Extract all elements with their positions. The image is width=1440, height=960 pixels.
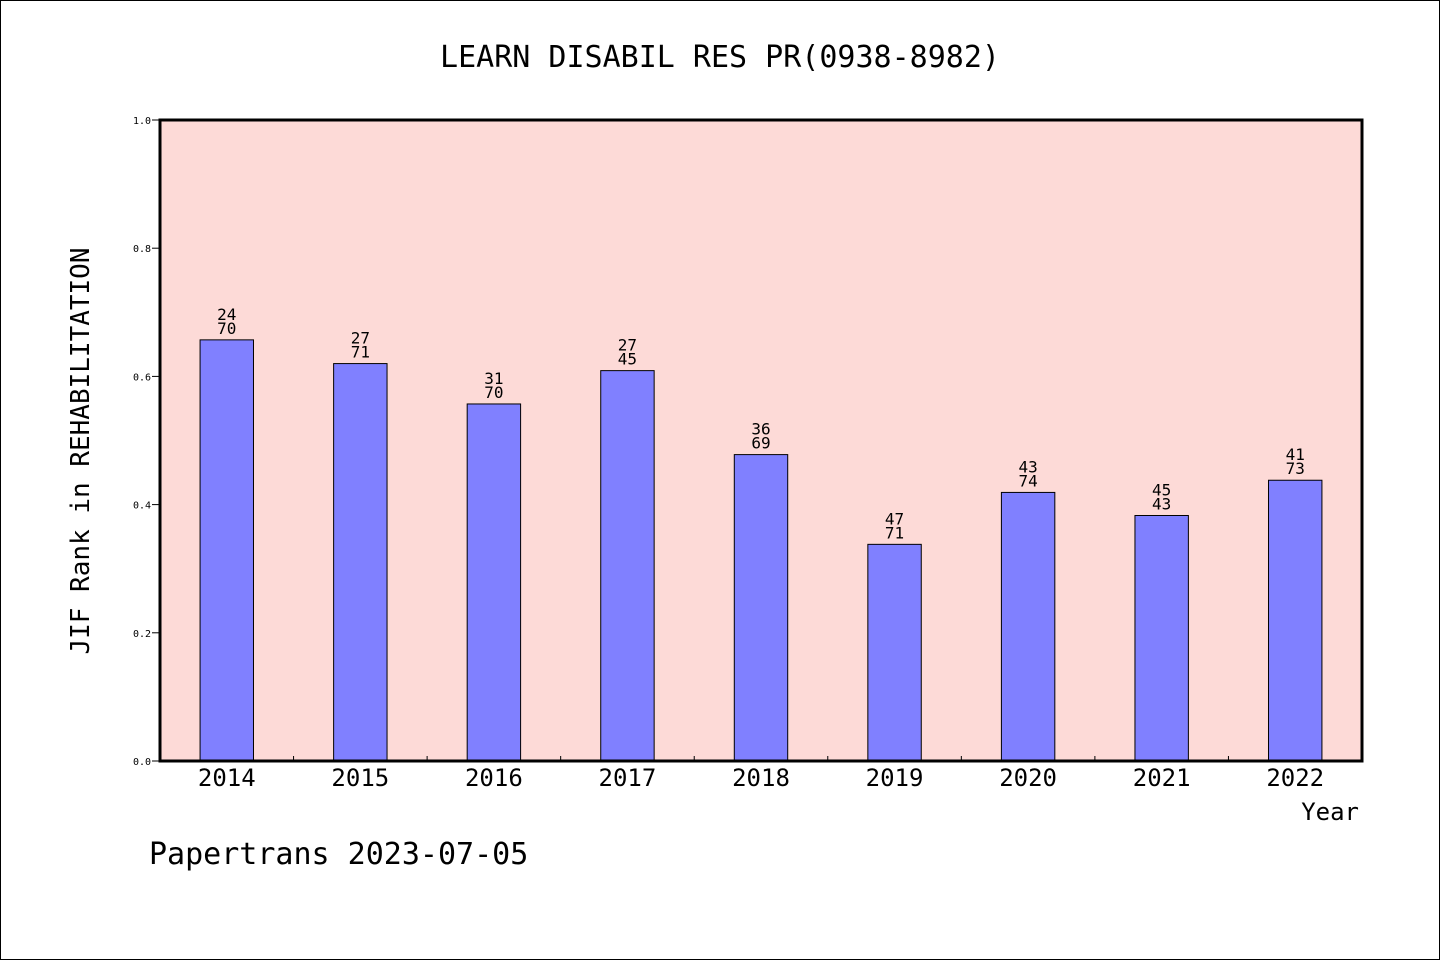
x-tick-label-2020: 2020 [999, 764, 1057, 792]
x-tick-label-2022: 2022 [1266, 764, 1324, 792]
bar-label-2022-total: 73 [1286, 459, 1305, 478]
x-tick-label-2021: 2021 [1133, 764, 1191, 792]
y-tick-label-0.6: 0.6 [133, 372, 151, 383]
x-tick-label-2018: 2018 [732, 764, 790, 792]
bar-2017 [600, 370, 655, 762]
bar-label-2019-rank: 47 [885, 509, 904, 528]
y-tick-label-0.0: 0.0 [133, 757, 151, 768]
bar-label-2022-rank: 41 [1286, 445, 1305, 464]
bar-2019 [867, 543, 922, 762]
chart-title: LEARN DISABIL RES PR(0938-8982) [440, 40, 1000, 75]
bar-label-2017-rank: 27 [618, 336, 637, 355]
bar-label-2016-total: 70 [484, 383, 503, 402]
bar-2021 [1134, 514, 1189, 762]
bar-label-2018-rank: 36 [751, 420, 770, 439]
bar-label-2016-rank: 31 [484, 369, 503, 388]
bar-label-2021-rank: 45 [1152, 480, 1171, 499]
bar-label-2018-total: 69 [751, 434, 770, 453]
y-axis-ticks: 0.0 0.2 0.4 0.6 0.8 1.0 [133, 116, 160, 768]
bar-label-2020-rank: 43 [1018, 457, 1037, 476]
x-tick-label-2015: 2015 [331, 764, 389, 792]
y-tick-label-1.0: 1.0 [133, 116, 151, 127]
bar-label-2017-total: 45 [618, 350, 637, 369]
bar-label-2015-rank: 27 [351, 329, 370, 348]
y-tick-label-0.4: 0.4 [133, 501, 151, 512]
bar-2022 [1268, 479, 1323, 762]
x-tick-label-2017: 2017 [599, 764, 657, 792]
bars-group [199, 339, 1323, 762]
plot-frame [158, 118, 1364, 763]
x-axis-ticks: 2014 2015 2016 2017 2018 2019 2020 2021 2022 [198, 756, 1324, 792]
bar-label-2021-total: 43 [1152, 494, 1171, 513]
x-tick-label-2016: 2016 [465, 764, 523, 792]
footer-text: Papertrans 2023-07-05 [149, 837, 528, 872]
x-axis-label: Year [1301, 798, 1359, 826]
bar-2015 [333, 363, 388, 762]
bar-label-2014-rank: 24 [217, 305, 236, 324]
x-tick-label-2019: 2019 [866, 764, 924, 792]
x-tick-label-2014: 2014 [198, 764, 256, 792]
bar-2014 [199, 339, 254, 762]
y-tick-label-0.8: 0.8 [133, 244, 151, 255]
bar-2018 [733, 454, 789, 762]
bar-2016 [466, 403, 522, 762]
bar-label-2020-total: 74 [1018, 471, 1037, 490]
bar-label-2015-total: 71 [351, 343, 370, 362]
bar-label-2019-total: 71 [885, 523, 904, 542]
bar-label-2014-total: 70 [217, 319, 236, 338]
y-tick-label-0.2: 0.2 [133, 629, 151, 640]
y-axis-label: JIF Rank in REHABILITATION [66, 248, 96, 655]
bar-2020 [1000, 491, 1056, 762]
